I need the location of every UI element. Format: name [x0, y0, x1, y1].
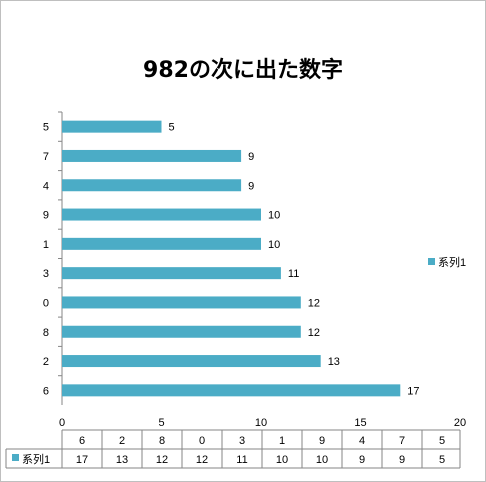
category-label: 2 [43, 356, 49, 368]
data-label: 12 [308, 327, 320, 339]
data-label: 17 [407, 385, 419, 397]
data-label: 5 [169, 122, 175, 134]
category-labels: 6 2 8 0 3 1 9 4 7 5 [43, 122, 49, 398]
data-label: 13 [328, 356, 340, 368]
table-value-cell: 12 [156, 454, 168, 466]
table-value-cell: 5 [439, 454, 445, 466]
table-value-cell: 17 [76, 454, 88, 466]
bar [62, 149, 242, 162]
category-label: 0 [43, 297, 49, 309]
category-label: 4 [43, 180, 49, 192]
data-label: 12 [308, 297, 320, 309]
chart-title: 982の次に出た数字 [143, 58, 343, 83]
data-label: 10 [268, 239, 280, 251]
axes [58, 111, 63, 405]
x-axis-ticks: 0 5 10 15 20 [59, 417, 466, 429]
legend: 系列1 [428, 255, 466, 269]
x-tick-label: 0 [59, 417, 65, 429]
data-label: 9 [248, 151, 254, 163]
data-label: 11 [288, 268, 299, 280]
table-series-swatch [12, 454, 19, 461]
bar [62, 208, 261, 221]
table-header-cell: 8 [159, 435, 165, 447]
x-tick-label: 10 [255, 417, 267, 429]
category-label: 8 [43, 327, 49, 339]
bar [62, 120, 162, 133]
category-label: 6 [43, 385, 49, 397]
table-header-cell: 4 [359, 435, 365, 447]
table-header-cell: 0 [199, 435, 205, 447]
table-value-cell: 13 [116, 454, 128, 466]
table-header-cell: 5 [439, 435, 445, 447]
table-header-cell: 3 [239, 435, 245, 447]
table-header-cell: 2 [119, 435, 125, 447]
table-value-cell: 11 [236, 454, 247, 466]
x-tick-label: 5 [158, 417, 164, 429]
category-label: 9 [43, 210, 49, 222]
category-label: 1 [43, 239, 49, 251]
table-value-cell: 12 [196, 454, 208, 466]
bar [62, 355, 321, 368]
data-label: 10 [268, 210, 280, 222]
data-label: 9 [248, 180, 254, 192]
category-label: 3 [43, 268, 49, 280]
legend-swatch [428, 258, 435, 265]
x-tick-label: 15 [354, 417, 366, 429]
bars [62, 120, 401, 397]
bar [62, 325, 301, 338]
bar [62, 237, 261, 250]
category-label: 7 [43, 151, 49, 163]
table-header-cell: 7 [399, 435, 405, 447]
table-header-cell: 1 [279, 435, 285, 447]
table-series-name: 系列1 [22, 452, 50, 466]
table-value-cell: 10 [276, 454, 288, 466]
category-label: 5 [43, 122, 49, 134]
table-header-cell: 9 [319, 435, 325, 447]
table-header-cell: 6 [79, 435, 85, 447]
bar [62, 296, 301, 309]
legend-label: 系列1 [438, 255, 466, 269]
table-value-cell: 10 [316, 454, 328, 466]
data-labels: 17 13 12 12 11 10 10 9 9 5 [169, 122, 420, 398]
table-value-cell: 9 [359, 454, 365, 466]
bar [62, 384, 401, 397]
x-tick-label: 20 [454, 417, 466, 429]
table-value-cell: 9 [399, 454, 405, 466]
bar [62, 267, 281, 280]
bar [62, 179, 242, 192]
